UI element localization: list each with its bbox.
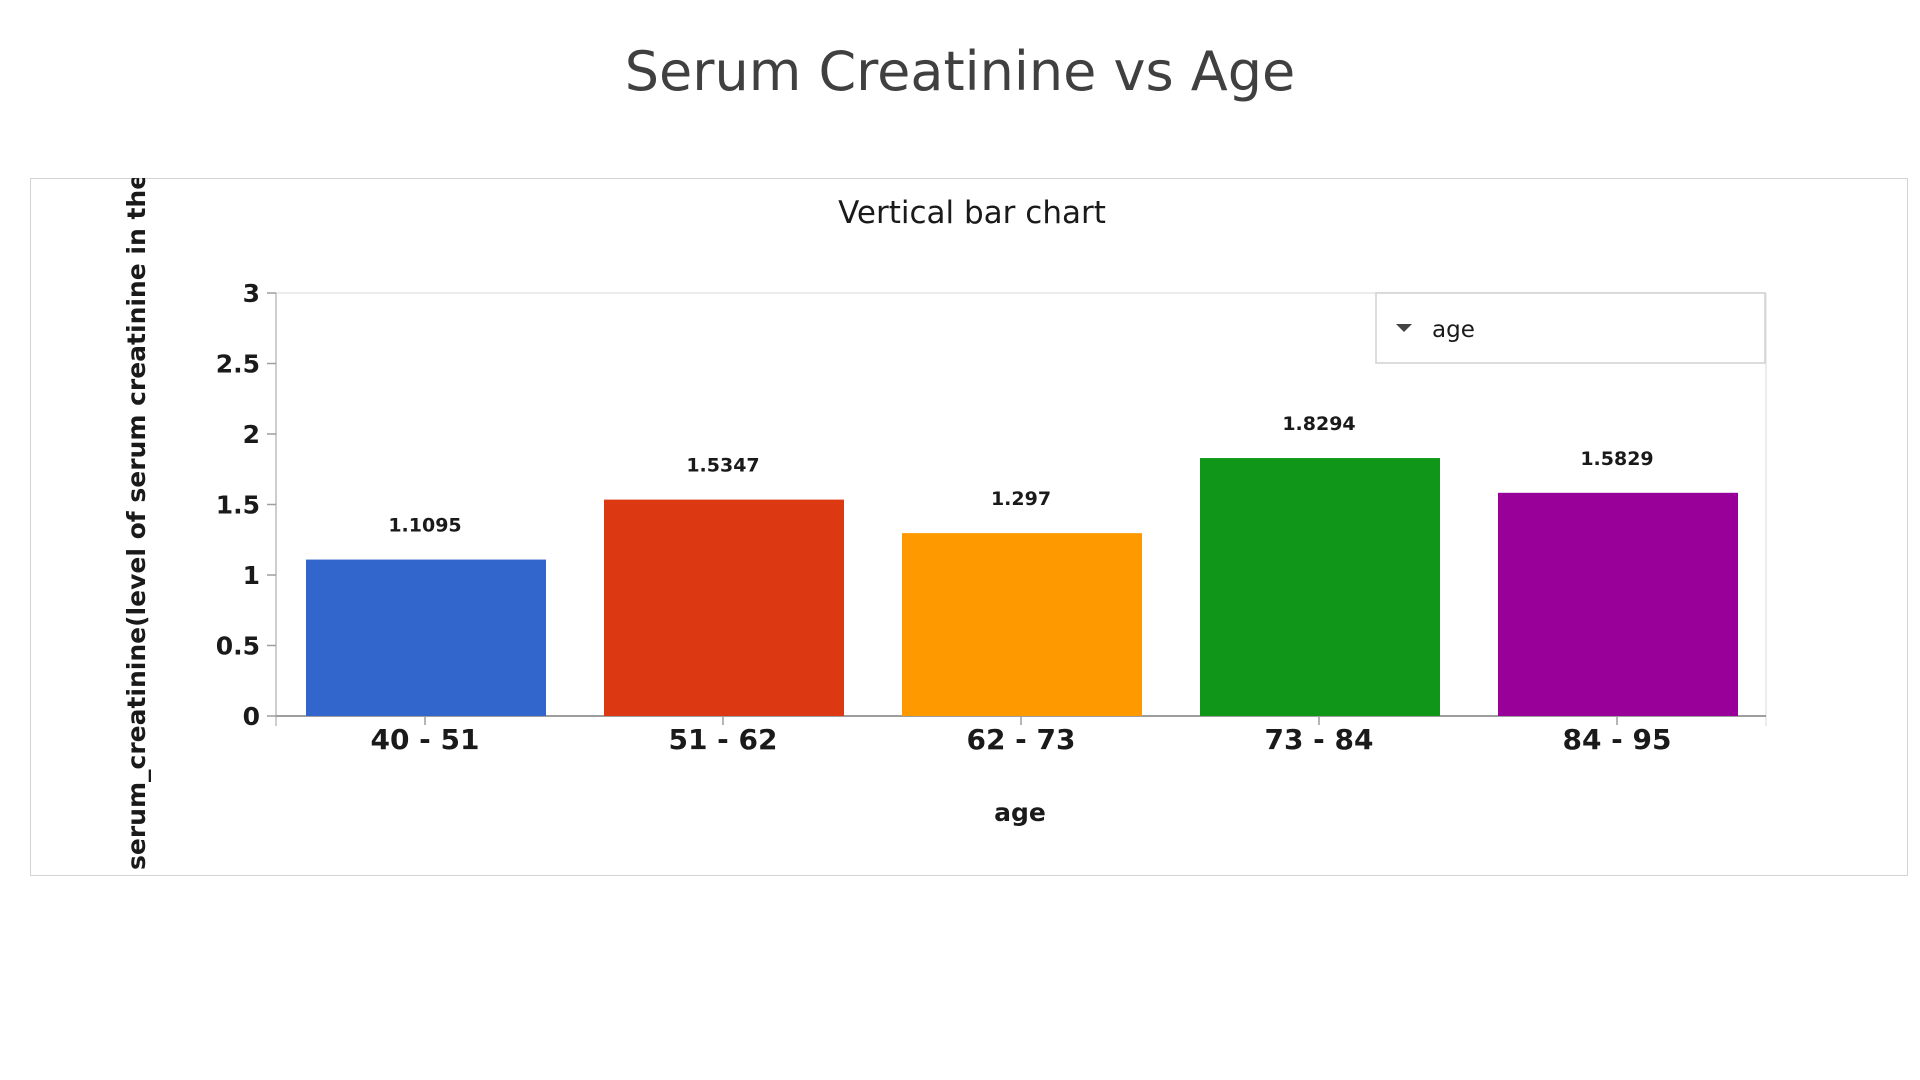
chart-title: Vertical bar chart: [838, 195, 1106, 231]
y-axis-ticks: 0 0.5 1 1.5 2 2.5 3: [216, 279, 276, 731]
y-tick-label: 1: [243, 561, 260, 590]
legend-title: age: [1432, 317, 1475, 343]
x-tick-label: 51 - 62: [668, 723, 777, 756]
x-tick-label: 84 - 95: [1562, 723, 1671, 756]
slide-title: Serum Creatinine vs Age: [624, 40, 1296, 103]
legend-box: [1375, 292, 1766, 364]
data-label: 1.8294: [1282, 413, 1355, 435]
data-label: 1.5347: [686, 455, 759, 477]
bar: [604, 499, 844, 716]
bar: [1498, 492, 1738, 716]
y-tick-label: 0.5: [216, 632, 260, 661]
data-label: 1.297: [991, 488, 1051, 510]
y-tick-label: 2.5: [216, 350, 260, 379]
y-tick-label: 3: [243, 279, 260, 308]
x-axis-ticks: 40 - 51 51 - 62 62 - 73 73 - 84 84 - 95: [370, 716, 1672, 756]
x-tick-label: 73 - 84: [1264, 723, 1373, 756]
data-labels: 1.1095 1.5347 1.297 1.8294 1.5829: [388, 413, 1653, 537]
data-label: 1.5829: [1580, 448, 1653, 470]
x-tick-label: 62 - 73: [966, 723, 1075, 756]
bar: [902, 533, 1142, 716]
bar: [1200, 458, 1440, 716]
y-tick-label: 2: [243, 420, 260, 449]
y-tick-label: 0: [243, 702, 260, 731]
legend[interactable]: age: [1375, 292, 1766, 364]
bar: [306, 559, 546, 716]
bars: [306, 458, 1738, 716]
caret-down-icon[interactable]: [1396, 324, 1412, 332]
y-axis-label: serum_creatinine(level of serum creatini…: [122, 85, 151, 870]
chart-frame: [30, 178, 1908, 876]
y-tick-label: 1.5: [216, 491, 260, 520]
x-axis-label: age: [994, 798, 1046, 827]
x-tick-label: 40 - 51: [370, 723, 479, 756]
data-label: 1.1095: [388, 515, 461, 537]
